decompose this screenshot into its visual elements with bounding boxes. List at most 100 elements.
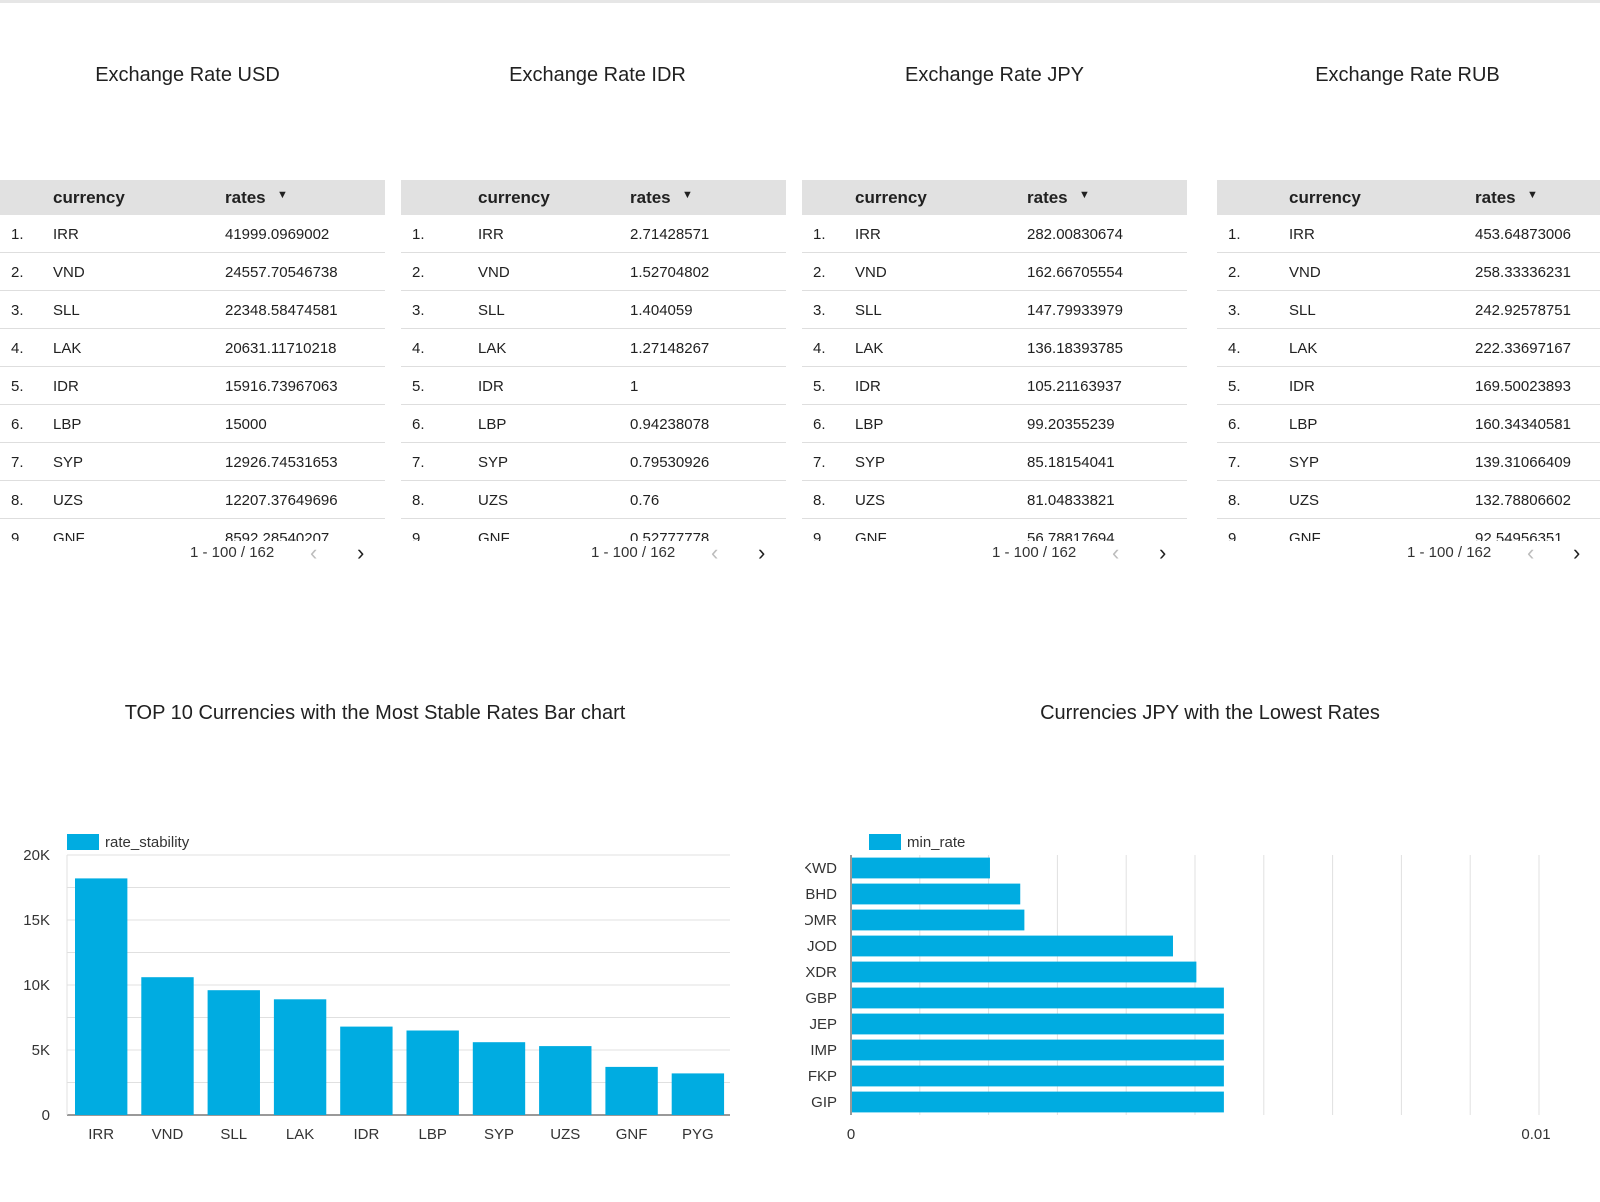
chevron-right-icon[interactable]: › (1159, 540, 1167, 565)
table-row[interactable]: 1. IRR 41999.0969002 (0, 215, 385, 253)
bar-irr[interactable] (75, 878, 128, 1115)
hbar-chart-jpy-lowest[interactable]: 0 0.01 KWD BHD OMR JOD XDR GBP JEP IMP FKP GIP min_… (805, 825, 1585, 1165)
row-number: 8. (412, 492, 425, 509)
sort-desc-icon[interactable]: ▼ (1079, 189, 1090, 201)
bar-fkp[interactable] (852, 1065, 1224, 1087)
table-row[interactable]: 8. UZS 81.04833821 (802, 481, 1187, 519)
table-row[interactable]: 5. IDR 1 (401, 367, 786, 405)
row-currency: VND (478, 264, 510, 281)
y-tick-label: JOD (807, 938, 837, 955)
chevron-right-icon[interactable]: › (357, 540, 365, 565)
table-row[interactable]: 6. LBP 0.94238078 (401, 405, 786, 443)
chevron-left-icon[interactable]: ‹ (711, 540, 719, 565)
table-row[interactable]: 8. UZS 12207.37649696 (0, 481, 385, 519)
table-row[interactable]: 7. SYP 85.18154041 (802, 443, 1187, 481)
column-header-currency[interactable]: currency (1289, 188, 1361, 207)
table-row[interactable]: 4. LAK 1.27148267 (401, 329, 786, 367)
bar-omr[interactable] (852, 909, 1025, 931)
table-body: 1. IRR 41999.0969002 2. VND 24557.70546738 3. S… (0, 215, 385, 541)
table-usd[interactable]: currency rates ▼ 1. IRR 41999.0969002 2. VND… (0, 180, 385, 592)
column-header-currency[interactable]: currency (478, 188, 550, 207)
x-tick-label: 0.01 (1521, 1126, 1550, 1143)
bar-lak[interactable] (273, 999, 327, 1115)
table-row[interactable]: 6. LBP 160.34340581 (1217, 405, 1600, 443)
sort-desc-icon[interactable]: ▼ (277, 189, 288, 201)
sort-desc-icon[interactable]: ▼ (1527, 189, 1538, 201)
table-row[interactable]: 9. GNF 0.52777778 (401, 519, 786, 541)
table-row[interactable]: 4. LAK 136.18393785 (802, 329, 1187, 367)
bar-chart-stability[interactable]: 0 5K 10K 15K 20K IRR VND SLL LAK IDR LBP SYP UZS GNF P… (0, 825, 760, 1165)
y-tick-label: 5K (32, 1042, 50, 1059)
legend-label: min_rate (907, 834, 965, 851)
table-rub[interactable]: currency rates ▼ 1. IRR 453.64873006 2. VND 2… (1217, 180, 1600, 592)
bar-vnd[interactable] (141, 977, 194, 1115)
column-header-currency[interactable]: currency (53, 188, 125, 207)
chevron-right-icon[interactable]: › (758, 540, 766, 565)
row-number: 2. (1228, 264, 1241, 281)
table-row[interactable]: 5. IDR 105.21163937 (802, 367, 1187, 405)
column-header-rates[interactable]: rates (630, 188, 671, 207)
row-currency: VND (1289, 264, 1321, 281)
table-row[interactable]: 3. SLL 22348.58474581 (0, 291, 385, 329)
bar-idr[interactable] (340, 1026, 393, 1115)
table-row[interactable]: 7. SYP 0.79530926 (401, 443, 786, 481)
table-body: 1. IRR 282.00830674 2. VND 162.66705554 3. SLL 1… (802, 215, 1187, 541)
row-currency: IRR (53, 226, 79, 243)
bar-xdr[interactable] (852, 961, 1197, 983)
y-tick-label: IMP (810, 1042, 837, 1059)
table-row[interactable]: 7. SYP 12926.74531653 (0, 443, 385, 481)
bar-uzs[interactable] (539, 1046, 592, 1115)
row-rate: 12207.37649696 (225, 492, 338, 509)
row-rate: 92.54956351 (1475, 530, 1563, 541)
table-row[interactable]: 1. IRR 453.64873006 (1217, 215, 1600, 253)
row-rate: 8592.28540207 (225, 530, 330, 541)
table-row[interactable]: 4. LAK 222.33697167 (1217, 329, 1600, 367)
table-row[interactable]: 3. SLL 242.92578751 (1217, 291, 1600, 329)
table-row[interactable]: 7. SYP 139.31066409 (1217, 443, 1600, 481)
chevron-left-icon[interactable]: ‹ (310, 540, 318, 565)
bar-pyg[interactable] (671, 1073, 725, 1115)
table-row[interactable]: 2. VND 24557.70546738 (0, 253, 385, 291)
table-row[interactable]: 6. LBP 99.20355239 (802, 405, 1187, 443)
chevron-left-icon[interactable]: ‹ (1112, 540, 1120, 565)
table-row[interactable]: 2. VND 258.33336231 (1217, 253, 1600, 291)
table-row[interactable]: 9. GNF 8592.28540207 (0, 519, 385, 541)
table-row[interactable]: 3. SLL 1.404059 (401, 291, 786, 329)
bar-gbp[interactable] (852, 987, 1224, 1009)
table-row[interactable]: 4. LAK 20631.11710218 (0, 329, 385, 367)
table-row[interactable]: 5. IDR 15916.73967063 (0, 367, 385, 405)
table-jpy[interactable]: currency rates ▼ 1. IRR 282.00830674 2. VND 1… (802, 180, 1187, 592)
table-row[interactable]: 1. IRR 282.00830674 (802, 215, 1187, 253)
y-tick-label: OMR (805, 912, 837, 929)
sort-desc-icon[interactable]: ▼ (682, 189, 693, 201)
column-header-rates[interactable]: rates (225, 188, 266, 207)
table-row[interactable]: 2. VND 162.66705554 (802, 253, 1187, 291)
table-row[interactable]: 2. VND 1.52704802 (401, 253, 786, 291)
bar-gip[interactable] (852, 1091, 1224, 1113)
bar-lbp[interactable] (406, 1030, 459, 1116)
table-row[interactable]: 5. IDR 169.50023893 (1217, 367, 1600, 405)
bar-gnf[interactable] (605, 1066, 658, 1115)
bar-syp[interactable] (472, 1042, 526, 1115)
table-row[interactable]: 9. GNF 56.78817694 (802, 519, 1187, 541)
bar-jod[interactable] (852, 935, 1173, 957)
bar-jep[interactable] (852, 1013, 1224, 1035)
bar-kwd[interactable] (852, 857, 990, 879)
table-row[interactable]: 8. UZS 0.76 (401, 481, 786, 519)
bar-sll[interactable] (207, 990, 260, 1115)
chevron-left-icon[interactable]: ‹ (1527, 540, 1535, 565)
table-row[interactable]: 6. LBP 15000 (0, 405, 385, 443)
table-row[interactable]: 3. SLL 147.79933979 (802, 291, 1187, 329)
x-tick-label: LAK (286, 1126, 314, 1143)
column-header-rates[interactable]: rates (1027, 188, 1068, 207)
bar-bhd[interactable] (852, 883, 1021, 905)
table-idr[interactable]: currency rates ▼ 1. IRR 2.71428571 2. VND 1.5… (401, 180, 786, 592)
chevron-right-icon[interactable]: › (1573, 540, 1581, 565)
table-row[interactable]: 9. GNF 92.54956351 (1217, 519, 1600, 541)
table-row[interactable]: 1. IRR 2.71428571 (401, 215, 786, 253)
table-row[interactable]: 8. UZS 132.78806602 (1217, 481, 1600, 519)
column-header-currency[interactable]: currency (855, 188, 927, 207)
bar-imp[interactable] (852, 1039, 1224, 1061)
column-header-rates[interactable]: rates (1475, 188, 1516, 207)
table-title-jpy: Exchange Rate JPY (905, 64, 1084, 86)
